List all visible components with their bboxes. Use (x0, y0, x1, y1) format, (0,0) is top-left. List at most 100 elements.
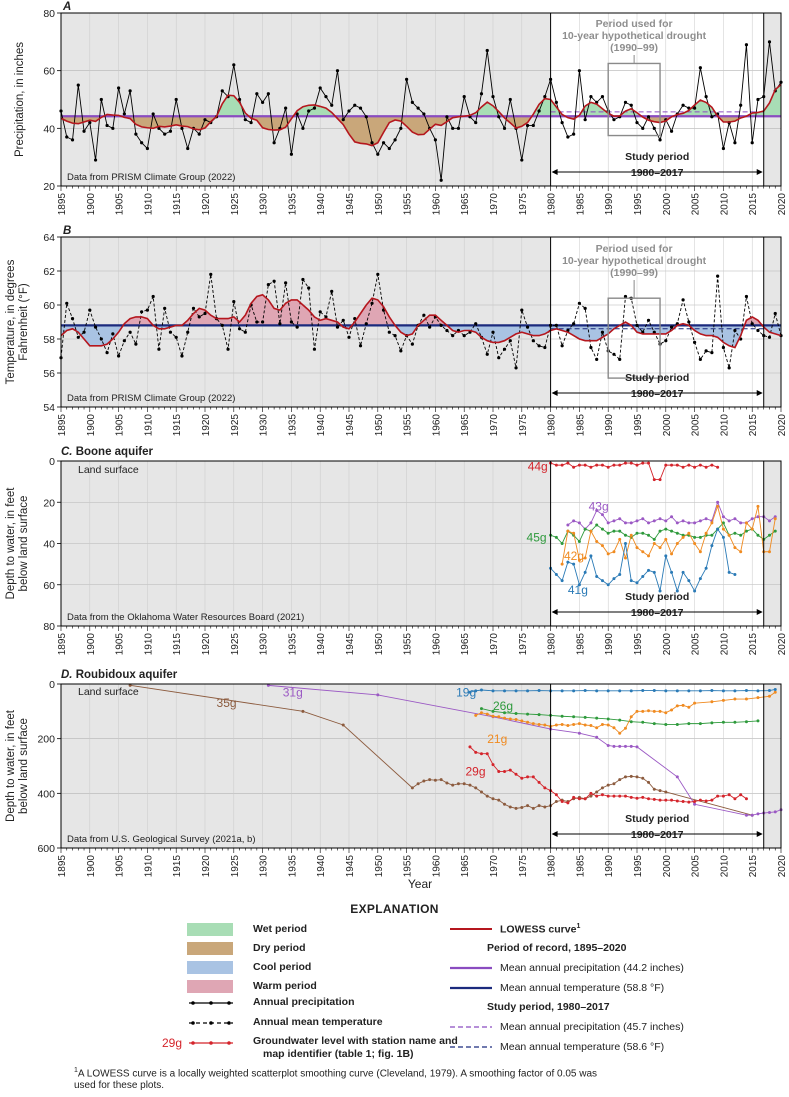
groundwater-series-21g (475, 691, 776, 734)
groundwater-point-19g (618, 689, 622, 693)
annual-point (157, 126, 161, 130)
groundwater-point-44g (641, 461, 645, 465)
groundwater-point-35g (612, 782, 616, 786)
x-tick-label: 2020 (777, 414, 788, 437)
groundwater-point-29g (675, 799, 679, 803)
groundwater-point-42g (629, 533, 633, 537)
annual-point (226, 347, 230, 351)
arrow-head-left (551, 390, 558, 396)
x-tick-label: 1900 (86, 633, 97, 656)
groundwater-point-41g (589, 554, 593, 558)
groundwater-point-44g (623, 461, 627, 465)
annual-point (186, 146, 190, 151)
annual-point (105, 123, 109, 128)
x-tick-label: 1935 (287, 633, 298, 656)
panel-title: C. Boone aquifer (61, 446, 154, 458)
groundwater-point-44g (560, 463, 564, 467)
groundwater-point-41g (572, 562, 576, 566)
dry-period-label: Dry period (253, 942, 306, 954)
groundwater-point-42g (744, 521, 748, 525)
x-tick-label: 2020 (777, 633, 788, 656)
groundwater-point-21g (710, 700, 714, 704)
warm-period-area (176, 294, 342, 326)
annual-point (520, 158, 524, 162)
groundwater-point-45g (595, 523, 599, 527)
groundwater-point-26g (514, 712, 518, 716)
x-tick-label: 1995 (633, 633, 644, 656)
annual-point (318, 310, 322, 314)
groundwater-point-29g (704, 799, 708, 803)
groundwater-point-21g (641, 709, 645, 713)
groundwater-point-41g (693, 589, 697, 593)
y-tick-label: 20 (43, 181, 55, 193)
annual-point (358, 344, 363, 348)
x-tick-label: 1980 (547, 414, 558, 437)
groundwater-point-35g (451, 783, 455, 787)
groundwater-point-42g (618, 537, 622, 541)
groundwater-point-26g (756, 719, 760, 723)
groundwater-point-35g (445, 781, 449, 785)
groundwater-point-29g (468, 745, 472, 749)
groundwater-point-43g (600, 513, 604, 517)
series-label-19g: 19g (456, 685, 476, 699)
groundwater-point-41g (675, 589, 679, 593)
x-tick-label: 1955 (403, 633, 414, 656)
annual-point (151, 112, 155, 116)
groundwater-point-45g (606, 531, 610, 535)
annual-point (433, 138, 437, 142)
groundwater-point-42g (727, 533, 731, 537)
annual-point (520, 308, 524, 312)
groundwater-point-29g (727, 793, 731, 797)
annual-point (174, 335, 178, 339)
annual-point (330, 289, 334, 293)
gw-marker-label: 29g (162, 1036, 183, 1050)
groundwater-point-43g (647, 521, 651, 525)
x-tick-label: 1905 (115, 414, 126, 437)
x-tick-label: 2020 (777, 855, 788, 878)
groundwater-point-42g (589, 529, 593, 533)
study-period-years: 1980–2017 (631, 829, 684, 841)
annual-point (693, 106, 697, 110)
series-label-26g: 26g (493, 699, 513, 713)
annual-point (623, 100, 628, 104)
groundwater-point-19g (526, 689, 530, 693)
annual-precipitation-symbol (189, 1001, 233, 1005)
annual-point (341, 118, 345, 122)
groundwater-point-19g (675, 689, 679, 693)
groundwater-point-29g (641, 795, 645, 799)
groundwater-point-29g (721, 794, 725, 798)
annual-point (474, 322, 478, 326)
groundwater-point-42g (658, 546, 662, 550)
x-tick-label: 1920 (201, 193, 212, 216)
y-tick-label: 80 (43, 621, 55, 633)
drought-annotation: (1990–99) (610, 267, 658, 279)
groundwater-point-35g (497, 798, 501, 802)
groundwater-point-29g (739, 793, 743, 797)
groundwater-point-44g (647, 461, 651, 465)
groundwater-point-21g (681, 703, 685, 707)
groundwater-point-42g (675, 542, 679, 545)
panel-D: Land surface Study period 1980–2017 Data fr… (5, 669, 788, 877)
panel-title: D. Roubidoux aquifer (61, 669, 178, 681)
groundwater-point-45g (744, 529, 748, 533)
y-tick-label: 0 (49, 679, 55, 691)
annual-point (595, 357, 599, 361)
annual-point (88, 308, 92, 312)
groundwater-point-41g (710, 544, 714, 548)
x-tick-label: 1895 (57, 193, 68, 216)
groundwater-point-21g (566, 724, 570, 728)
groundwater-point-21g (618, 731, 622, 735)
arrow-head-right (756, 169, 763, 175)
groundwater-point-45g (618, 529, 622, 533)
groundwater-point-31g (376, 693, 380, 697)
x-tick-label: 1995 (633, 855, 644, 878)
x-tick-label: 2000 (662, 855, 673, 878)
groundwater-point-31g (767, 810, 771, 814)
x-tick-label: 1910 (143, 633, 154, 656)
groundwater-point-41g (583, 570, 587, 574)
groundwater-point-42g (750, 527, 754, 531)
groundwater-point-43g (733, 517, 737, 521)
dry-period-swatch (187, 942, 233, 955)
annual-point (99, 337, 103, 341)
